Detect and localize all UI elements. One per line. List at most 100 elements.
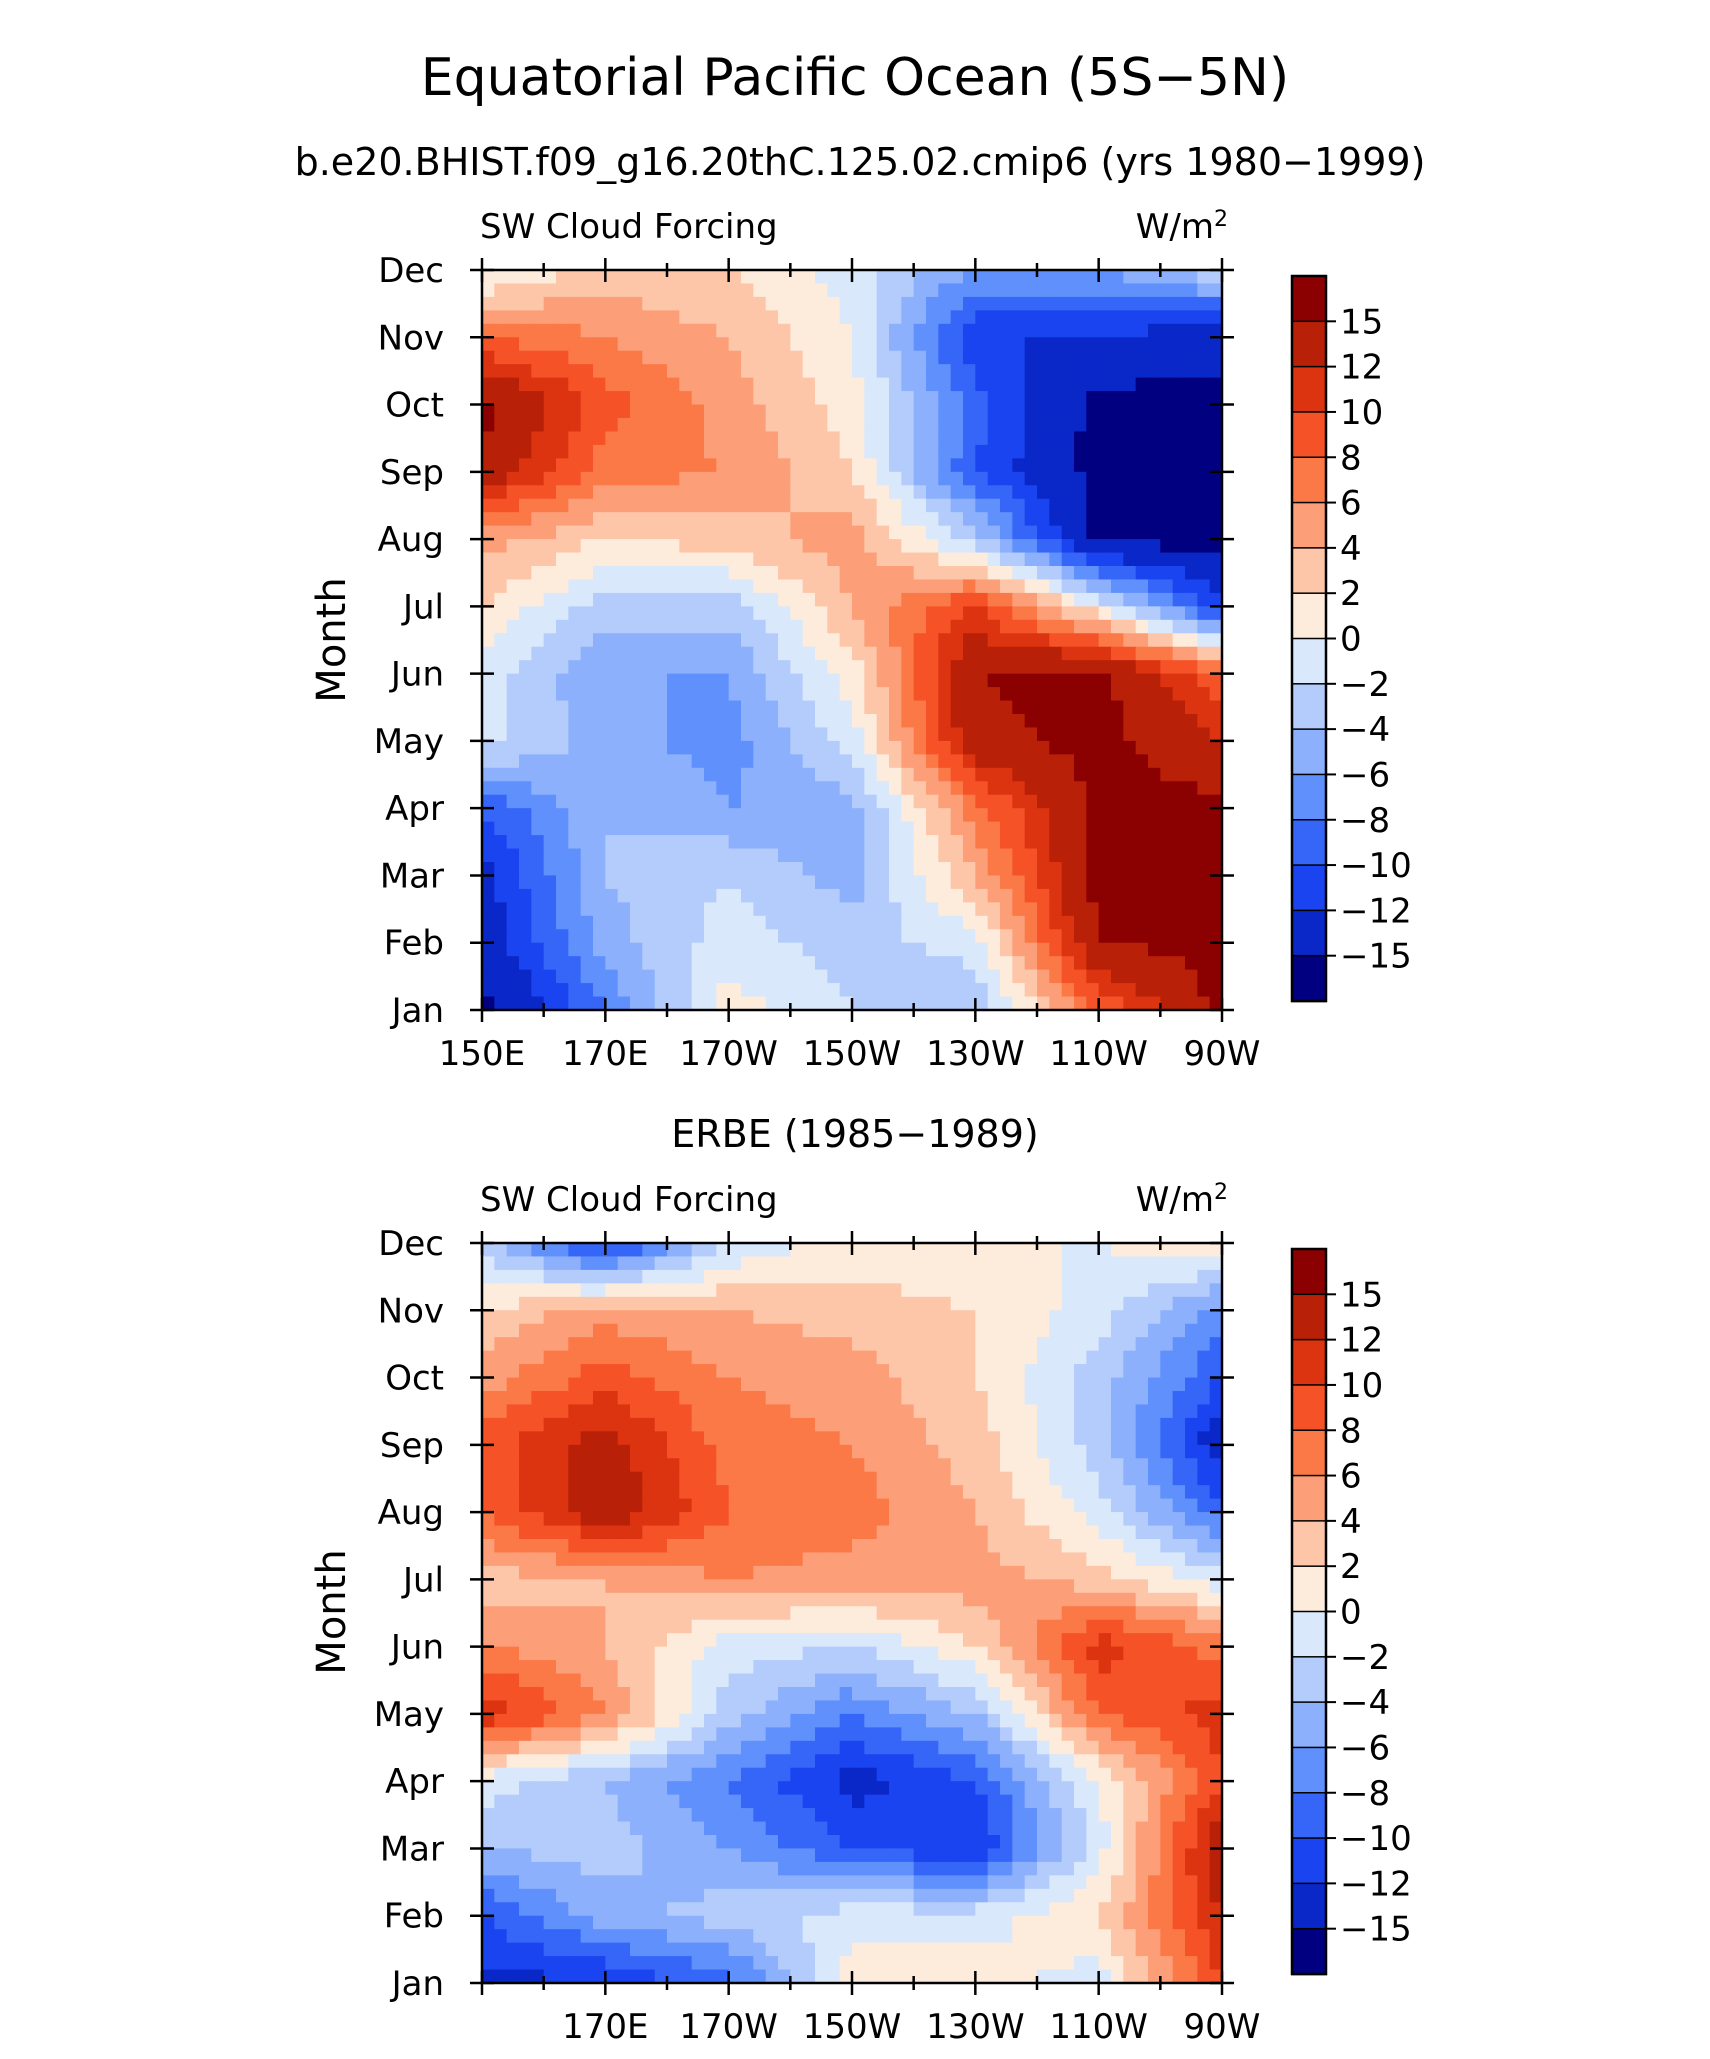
heatmap-cell xyxy=(617,283,631,298)
heatmap-cell xyxy=(593,1444,606,1459)
heatmap-cell xyxy=(938,1565,952,1580)
heatmap-cell xyxy=(1135,283,1149,298)
heatmap-cell xyxy=(642,323,656,338)
heatmap-cell xyxy=(1061,821,1075,836)
heatmap-cell xyxy=(815,377,828,392)
heatmap-cell xyxy=(630,1391,643,1406)
heatmap-cell xyxy=(1185,296,1198,311)
heatmap-cell xyxy=(938,377,952,392)
heatmap-cell xyxy=(815,862,828,877)
heatmap-cell xyxy=(815,1269,828,1284)
heatmap-cell xyxy=(926,1431,939,1446)
heatmap-cell xyxy=(531,512,545,527)
heatmap-cell xyxy=(531,458,545,473)
heatmap-cell xyxy=(543,1296,557,1311)
heatmap-cell xyxy=(556,956,569,971)
heatmap-cell xyxy=(605,727,619,742)
heatmap-cell xyxy=(741,1364,754,1379)
heatmap-cell xyxy=(1012,350,1026,365)
heatmap-cell xyxy=(765,377,779,392)
heatmap-cell xyxy=(543,619,557,634)
heatmap-cell xyxy=(778,902,791,917)
heatmap-cell xyxy=(1172,377,1186,392)
heatmap-cell xyxy=(679,1310,693,1325)
heatmap-cell xyxy=(827,781,841,796)
heatmap-cell xyxy=(864,633,878,648)
heatmap-cell xyxy=(1061,781,1075,796)
heatmap-cell xyxy=(753,552,767,567)
heatmap-cell xyxy=(593,808,606,823)
heatmap-cell xyxy=(987,552,1001,567)
heatmap-cell xyxy=(1049,323,1063,338)
heatmap-cell xyxy=(494,754,508,769)
heatmap-cell xyxy=(556,1323,569,1338)
heatmap-cell xyxy=(605,781,619,796)
heatmap-cell xyxy=(926,1391,939,1406)
heatmap-cell xyxy=(741,983,754,998)
heatmap-cell xyxy=(1049,808,1063,823)
heatmap-cell xyxy=(605,485,619,500)
heatmap-cell xyxy=(1037,754,1050,769)
heatmap-cell xyxy=(913,337,927,352)
heatmap-cell xyxy=(889,781,902,796)
heatmap-cell xyxy=(815,1243,828,1258)
heatmap-cell xyxy=(852,1269,865,1284)
heatmap-cell xyxy=(1135,1498,1149,1513)
heatmap-cell xyxy=(1160,404,1174,419)
heatmap-cell xyxy=(716,270,730,285)
heatmap-cell xyxy=(815,1431,828,1446)
heatmap-cell xyxy=(642,1485,656,1500)
heatmap-cell xyxy=(1111,552,1124,567)
heatmap-cell xyxy=(691,794,705,809)
heatmap-cell xyxy=(568,606,582,621)
heatmap-cell xyxy=(716,592,730,607)
heatmap-cell xyxy=(938,1404,952,1419)
heatmap-cell xyxy=(790,660,804,675)
heatmap-cell xyxy=(1086,888,1100,903)
heatmap-cell xyxy=(519,606,532,621)
heatmap-cell xyxy=(1209,1512,1222,1527)
heatmap-cell xyxy=(1049,902,1063,917)
heatmap-cell xyxy=(667,1337,680,1352)
heatmap-cell xyxy=(667,471,680,486)
heatmap-cell xyxy=(765,364,779,379)
heatmap-cell xyxy=(765,1269,779,1284)
heatmap-cell xyxy=(630,673,643,688)
heatmap-cell xyxy=(963,687,976,702)
heatmap-cell xyxy=(987,929,1001,944)
heatmap-cell xyxy=(1209,296,1222,311)
heatmap-cell xyxy=(1074,996,1087,1010)
heatmap-cell xyxy=(753,350,767,365)
heatmap-cell xyxy=(494,619,508,634)
heatmap-cell xyxy=(802,942,816,957)
heatmap-cell xyxy=(790,740,804,755)
heatmap-cell xyxy=(556,1364,569,1379)
heatmap-cell xyxy=(790,1431,804,1446)
heatmap-cell xyxy=(630,1350,643,1365)
heatmap-cell xyxy=(864,740,878,755)
heatmap-cell xyxy=(876,619,890,634)
heatmap-cell xyxy=(728,1296,742,1311)
heatmap-cell xyxy=(901,552,915,567)
heatmap-cell xyxy=(765,512,779,527)
heatmap-cell xyxy=(889,1323,902,1338)
heatmap-cell xyxy=(864,646,878,661)
heatmap-cell xyxy=(617,1485,631,1500)
heatmap-cell xyxy=(938,660,952,675)
heatmap-cell xyxy=(667,1539,680,1554)
heatmap-cell xyxy=(901,418,915,433)
heatmap-cell xyxy=(1197,471,1211,486)
heatmap-cell xyxy=(1135,579,1149,594)
heatmap-cell xyxy=(568,821,582,836)
heatmap-cell xyxy=(827,1350,841,1365)
heatmap-cell xyxy=(839,418,853,433)
heatmap-cell xyxy=(1098,1539,1112,1554)
heatmap-cell xyxy=(1123,673,1137,688)
heatmap-cell xyxy=(1135,956,1149,971)
heatmap-cell xyxy=(667,996,680,1010)
heatmap-cell xyxy=(543,1444,557,1459)
heatmap-cell xyxy=(1086,512,1100,527)
heatmap-cell xyxy=(1209,1525,1222,1540)
heatmap-cell xyxy=(1197,1310,1211,1325)
heatmap-cell xyxy=(901,296,915,311)
